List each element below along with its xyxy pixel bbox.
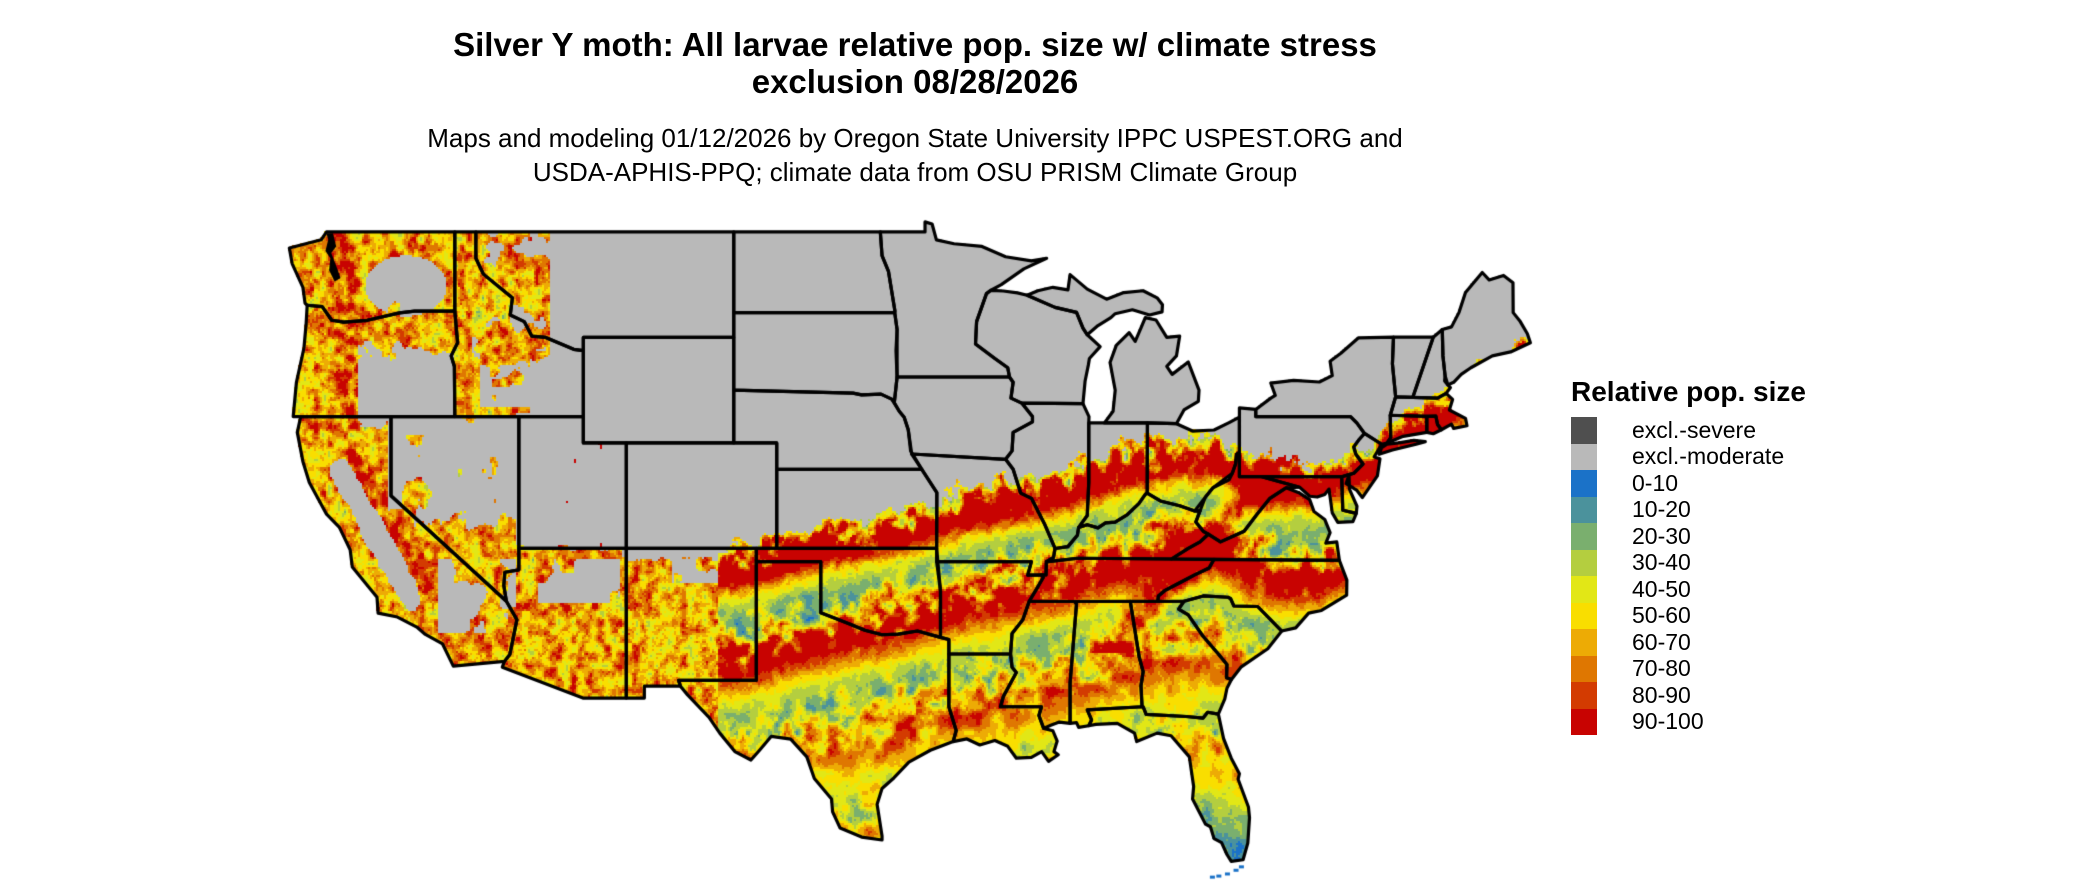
- legend-label: 70-80: [1632, 655, 1691, 682]
- map-subtitle-line2: USDA-APHIS-PPQ; climate data from OSU PR…: [532, 157, 1298, 187]
- legend-swatch: [1571, 549, 1597, 576]
- title-block: Silver Y moth: All larvae relative pop. …: [255, 26, 1575, 100]
- legend-label: 20-30: [1632, 522, 1691, 549]
- legend-label: excl.-moderate: [1632, 443, 1785, 470]
- legend-swatch: [1571, 523, 1597, 550]
- legend-item: 80-90: [1571, 682, 1991, 709]
- legend-label: 80-90: [1632, 681, 1691, 708]
- legend-items: excl.-severe excl.-moderate 0-10 10-20 20-30…: [1571, 417, 1991, 735]
- legend: Relative pop. size excl.-severe excl.-mod…: [1571, 377, 1991, 735]
- legend-swatch: [1571, 682, 1597, 709]
- legend-item: excl.-moderate: [1571, 443, 1991, 470]
- legend-label: 60-70: [1632, 628, 1691, 655]
- legend-label: 0-10: [1632, 469, 1679, 496]
- legend-item: excl.-severe: [1571, 417, 1991, 444]
- legend-item: 90-100: [1571, 708, 1991, 735]
- legend-swatch: [1571, 602, 1597, 629]
- legend-label: 40-50: [1632, 575, 1691, 602]
- legend-title: Relative pop. size: [1571, 376, 1806, 407]
- legend-item: 70-80: [1571, 655, 1991, 682]
- legend-swatch: [1571, 470, 1597, 497]
- legend-label: excl.-severe: [1632, 416, 1756, 443]
- map-subtitle-line1: Maps and modeling 01/12/2026 by Oregon S…: [427, 123, 1403, 153]
- legend-item: 0-10: [1571, 470, 1991, 497]
- legend-item: 10-20: [1571, 496, 1991, 523]
- legend-swatch: [1571, 417, 1597, 444]
- legend-swatch: [1571, 629, 1597, 656]
- legend-item: 60-70: [1571, 629, 1991, 656]
- us-map-canvas: [270, 205, 1560, 890]
- map-title-line1: Silver Y moth: All larvae relative pop. …: [453, 26, 1377, 63]
- legend-label: 50-60: [1632, 602, 1691, 629]
- legend-label: 30-40: [1632, 549, 1691, 576]
- map-title-line2: exclusion 08/28/2026: [751, 63, 1079, 100]
- legend-label: 90-100: [1632, 708, 1704, 735]
- legend-item: 50-60: [1571, 602, 1991, 629]
- legend-item: 30-40: [1571, 549, 1991, 576]
- legend-label: 10-20: [1632, 496, 1691, 523]
- legend-swatch: [1571, 443, 1597, 470]
- legend-swatch: [1571, 496, 1597, 523]
- legend-item: 40-50: [1571, 576, 1991, 603]
- legend-item: 20-30: [1571, 523, 1991, 550]
- legend-swatch: [1571, 576, 1597, 603]
- legend-swatch: [1571, 708, 1597, 735]
- subtitle-block: Maps and modeling 01/12/2026 by Oregon S…: [255, 121, 1575, 189]
- legend-swatch: [1571, 655, 1597, 682]
